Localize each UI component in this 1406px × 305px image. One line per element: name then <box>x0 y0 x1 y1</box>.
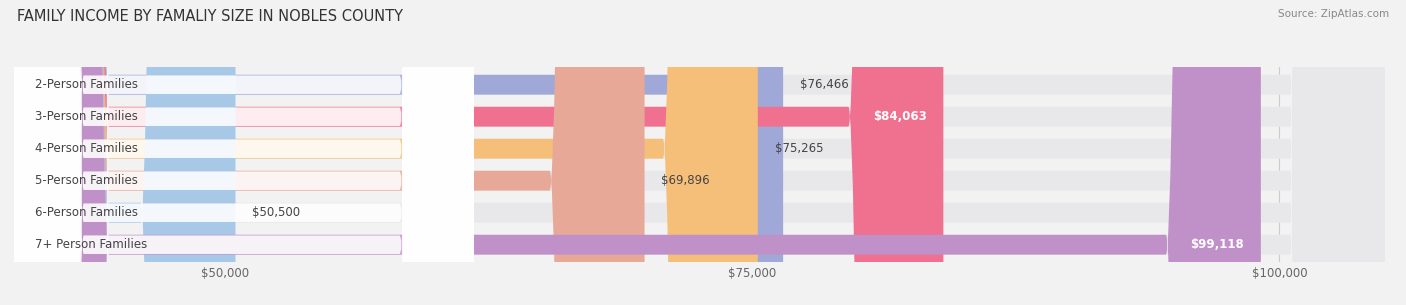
FancyBboxPatch shape <box>14 0 758 305</box>
Text: $75,265: $75,265 <box>775 142 823 155</box>
FancyBboxPatch shape <box>14 0 1385 305</box>
FancyBboxPatch shape <box>14 0 1261 305</box>
FancyBboxPatch shape <box>10 0 474 305</box>
Text: Source: ZipAtlas.com: Source: ZipAtlas.com <box>1278 9 1389 19</box>
FancyBboxPatch shape <box>14 0 1385 305</box>
Text: 3-Person Families: 3-Person Families <box>35 110 138 123</box>
FancyBboxPatch shape <box>14 0 1385 305</box>
FancyBboxPatch shape <box>14 0 236 305</box>
FancyBboxPatch shape <box>14 0 644 305</box>
Text: $76,466: $76,466 <box>800 78 849 91</box>
Text: 7+ Person Families: 7+ Person Families <box>35 238 148 251</box>
Text: 5-Person Families: 5-Person Families <box>35 174 138 187</box>
Text: 6-Person Families: 6-Person Families <box>35 206 138 219</box>
Text: 2-Person Families: 2-Person Families <box>35 78 138 91</box>
FancyBboxPatch shape <box>14 0 1385 305</box>
Text: $99,118: $99,118 <box>1191 238 1244 251</box>
FancyBboxPatch shape <box>10 0 474 305</box>
FancyBboxPatch shape <box>10 0 474 305</box>
FancyBboxPatch shape <box>14 0 1385 305</box>
Text: 4-Person Families: 4-Person Families <box>35 142 138 155</box>
Text: FAMILY INCOME BY FAMALIY SIZE IN NOBLES COUNTY: FAMILY INCOME BY FAMALIY SIZE IN NOBLES … <box>17 9 404 24</box>
FancyBboxPatch shape <box>14 0 1385 305</box>
FancyBboxPatch shape <box>14 0 943 305</box>
FancyBboxPatch shape <box>10 0 474 305</box>
Text: $50,500: $50,500 <box>253 206 301 219</box>
Text: $69,896: $69,896 <box>661 174 710 187</box>
FancyBboxPatch shape <box>10 0 474 305</box>
Text: $84,063: $84,063 <box>873 110 927 123</box>
FancyBboxPatch shape <box>14 0 783 305</box>
FancyBboxPatch shape <box>10 0 474 305</box>
